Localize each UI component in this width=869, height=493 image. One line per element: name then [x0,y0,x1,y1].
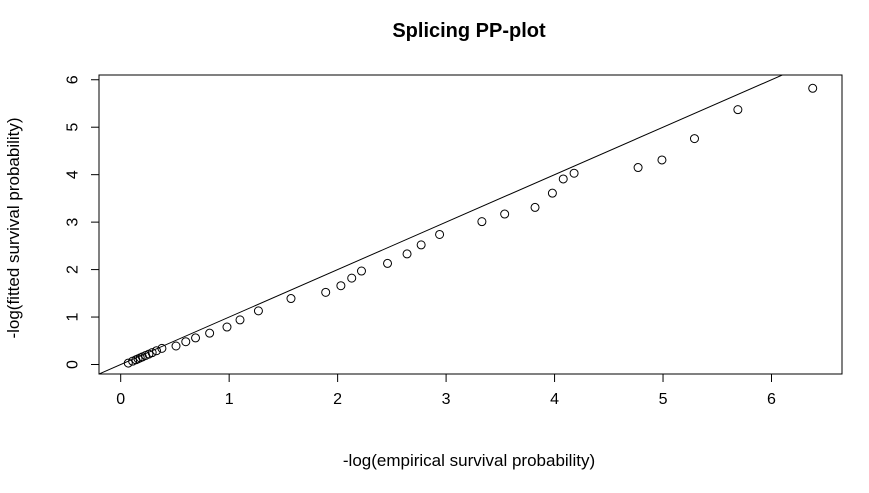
y-tick-label: 2 [65,265,82,274]
y-axis: 0 1 2 3 4 5 6 [65,75,99,369]
x-tick-label: 6 [767,391,776,408]
chart-title: Splicing PP-plot [392,20,546,42]
data-point [253,306,263,316]
data-point [500,209,510,219]
data-point [347,273,357,283]
data-point [157,343,167,353]
data-point [286,294,296,304]
x-axis-title: -log(empirical survival probability) [343,451,595,470]
y-axis-title: -log(fitted survival probability) [4,117,23,338]
data-point [336,281,346,291]
data-point [808,83,818,93]
x-tick-label: 1 [225,391,234,408]
data-point [235,315,245,325]
y-tick-label: 3 [65,218,82,227]
x-axis: 0 1 2 3 4 5 6 [116,374,776,408]
data-point [558,174,568,184]
data-point [205,328,215,338]
y-tick-label: 0 [65,360,82,369]
x-tick-label: 2 [333,391,342,408]
x-tick-label: 0 [116,391,125,408]
data-point [383,258,393,268]
identity-reference-line [99,75,784,374]
y-tick-label: 5 [65,123,82,132]
data-point [171,341,181,351]
x-tick-label: 4 [550,391,559,408]
data-point [435,229,445,239]
data-point [477,217,487,227]
x-tick-label: 3 [442,391,451,408]
y-tick-label: 1 [65,313,82,322]
data-point [123,358,133,368]
data-point [191,333,201,343]
data-point [222,322,232,332]
data-point [147,348,157,358]
data-point [689,134,699,144]
data-point [181,337,191,347]
x-tick-label: 5 [659,391,668,408]
data-points-layer [123,83,818,368]
data-point [569,168,579,178]
data-point [416,240,426,250]
data-point [633,163,643,173]
y-tick-label: 6 [65,75,82,84]
data-point [657,155,667,165]
y-tick-label: 4 [65,170,82,179]
data-point [547,188,557,198]
data-point [151,346,161,356]
plot-frame [98,74,843,375]
data-point [356,266,366,276]
data-point [402,249,412,259]
data-point [530,202,540,212]
data-point [733,105,743,115]
reference-line-layer [99,75,784,374]
data-point [321,287,331,297]
